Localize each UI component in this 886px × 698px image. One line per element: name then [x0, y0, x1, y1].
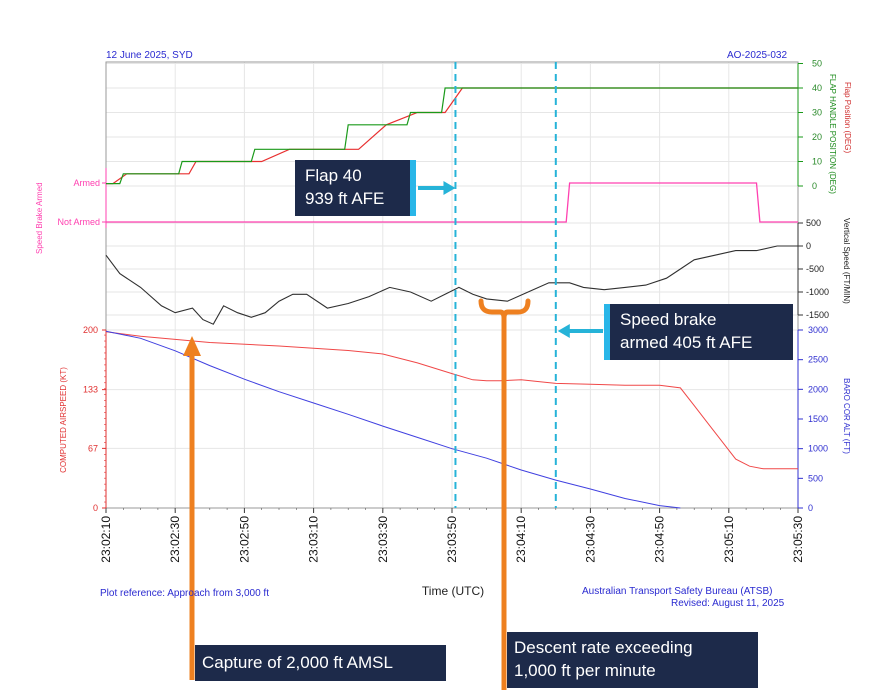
airspeed-y-tick-label: 0	[93, 503, 98, 513]
markers-layer	[183, 62, 603, 690]
descent-text-1: Descent rate exceeding	[514, 638, 693, 657]
x-tick-label: 23:03:50	[445, 516, 459, 563]
x-tick-label: 23:04:10	[514, 516, 528, 563]
gridlines	[105, 62, 799, 509]
descent-callout: Descent rate exceeding 1,000 ft per minu…	[507, 632, 758, 688]
vs-axis-label: Vertical Speed (FT/MIN)	[842, 218, 851, 304]
header-right: AO-2025-032	[727, 50, 788, 61]
vs-y-tick-label: -1500	[806, 310, 829, 320]
source-credit: Australian Transport Safety Bureau (ATSB…	[582, 586, 773, 597]
altitude-y-tick-label: 1000	[808, 444, 828, 454]
x-tick-label: 23:04:50	[653, 516, 667, 563]
x-tick-label: 23:02:10	[99, 516, 113, 563]
altitude-y-tick-label: 500	[808, 473, 823, 483]
vs-y-tick-label: 500	[806, 218, 821, 228]
x-tick-label: 23:02:30	[168, 516, 182, 563]
x-tick-label: 23:05:30	[791, 516, 805, 563]
flap-handle-axis-label: FLAP HANDLE POSITION (DEG)	[828, 74, 837, 194]
altitude-y-tick-label: 3000	[808, 325, 828, 335]
airspeed-y-tick-label: 200	[83, 325, 98, 335]
flap-y-tick-label: 40	[812, 83, 822, 93]
airspeed-y-tick-label: 67	[88, 443, 98, 453]
speedbrake-callout-stripe	[604, 304, 610, 360]
flap-y-tick-label: 0	[812, 181, 817, 191]
series-flap-handle	[106, 87, 798, 185]
series-airspeed	[105, 331, 798, 470]
flap40-arrow-head	[443, 181, 456, 195]
series-speed-brake	[106, 182, 798, 223]
speedbrake-sub: armed 405 ft AFE	[620, 333, 753, 352]
flap40-callout-stripe	[410, 160, 416, 216]
altitude-y-tick-label: 1500	[808, 414, 828, 424]
descent-text-2: 1,000 ft per minute	[514, 661, 656, 680]
plot-reference: Plot reference: Approach from 3,000 ft	[100, 588, 269, 599]
x-tick-label: 23:02:50	[237, 516, 251, 563]
speedbrake-state-label: Not Armed	[57, 217, 100, 227]
flap-position-axis-label: Flap Position (DEG)	[843, 82, 852, 153]
vs-y-tick-label: -500	[806, 264, 824, 274]
flap40-sub: 939 ft AFE	[305, 189, 385, 208]
airspeed-y-tick-label: 133	[83, 385, 98, 395]
x-tick-label: 23:05:10	[722, 516, 736, 563]
flap40-callout: Flap 40 939 ft AFE	[295, 160, 416, 216]
flap-y-tick-label: 10	[812, 157, 822, 167]
capture-text: Capture of 2,000 ft AMSL	[202, 653, 393, 672]
series-layer	[105, 87, 798, 509]
altitude-y-tick-label: 2500	[808, 355, 828, 365]
x-tick-label: 23:04:30	[583, 516, 597, 563]
capture-callout: Capture of 2,000 ft AMSL	[195, 645, 446, 681]
altitude-y-tick-label: 0	[808, 503, 813, 513]
flap-y-tick-label: 50	[812, 59, 822, 69]
flap40-title: Flap 40	[305, 166, 362, 185]
vs-y-tick-label: 0	[806, 241, 811, 251]
airspeed-axis-label: COMPUTED AIRSPEED (KT)	[59, 367, 68, 473]
revised-date: Revised: August 11, 2025	[671, 598, 785, 609]
speedbrake-state-label: Armed	[73, 178, 100, 188]
altitude-axis-label: BARO COR ALT (FT)	[842, 378, 851, 454]
x-axis-label: Time (UTC)	[422, 584, 484, 598]
header-left: 12 June 2025, SYD	[106, 50, 193, 61]
speedbrake-axis-label: Speed Brake Armed	[35, 182, 44, 254]
series-altitude	[105, 330, 681, 509]
series-vertical-speed	[105, 245, 798, 325]
capture-arrow-head	[183, 336, 201, 356]
speedbrake-callout: Speed brake armed 405 ft AFE	[604, 304, 793, 360]
flap-y-tick-label: 30	[812, 108, 822, 118]
speedbrake-arrow-head	[557, 324, 570, 338]
vs-y-tick-label: -1000	[806, 287, 829, 297]
x-tick-label: 23:03:30	[376, 516, 390, 563]
axes: 23:02:10 23:02:30 23:02:50 23:03:10 23:03:30…	[35, 59, 852, 599]
altitude-y-tick-label: 2000	[808, 384, 828, 394]
flap-y-tick-label: 20	[812, 132, 822, 142]
speedbrake-title: Speed brake	[620, 310, 717, 329]
x-tick-label: 23:03:10	[307, 516, 321, 563]
